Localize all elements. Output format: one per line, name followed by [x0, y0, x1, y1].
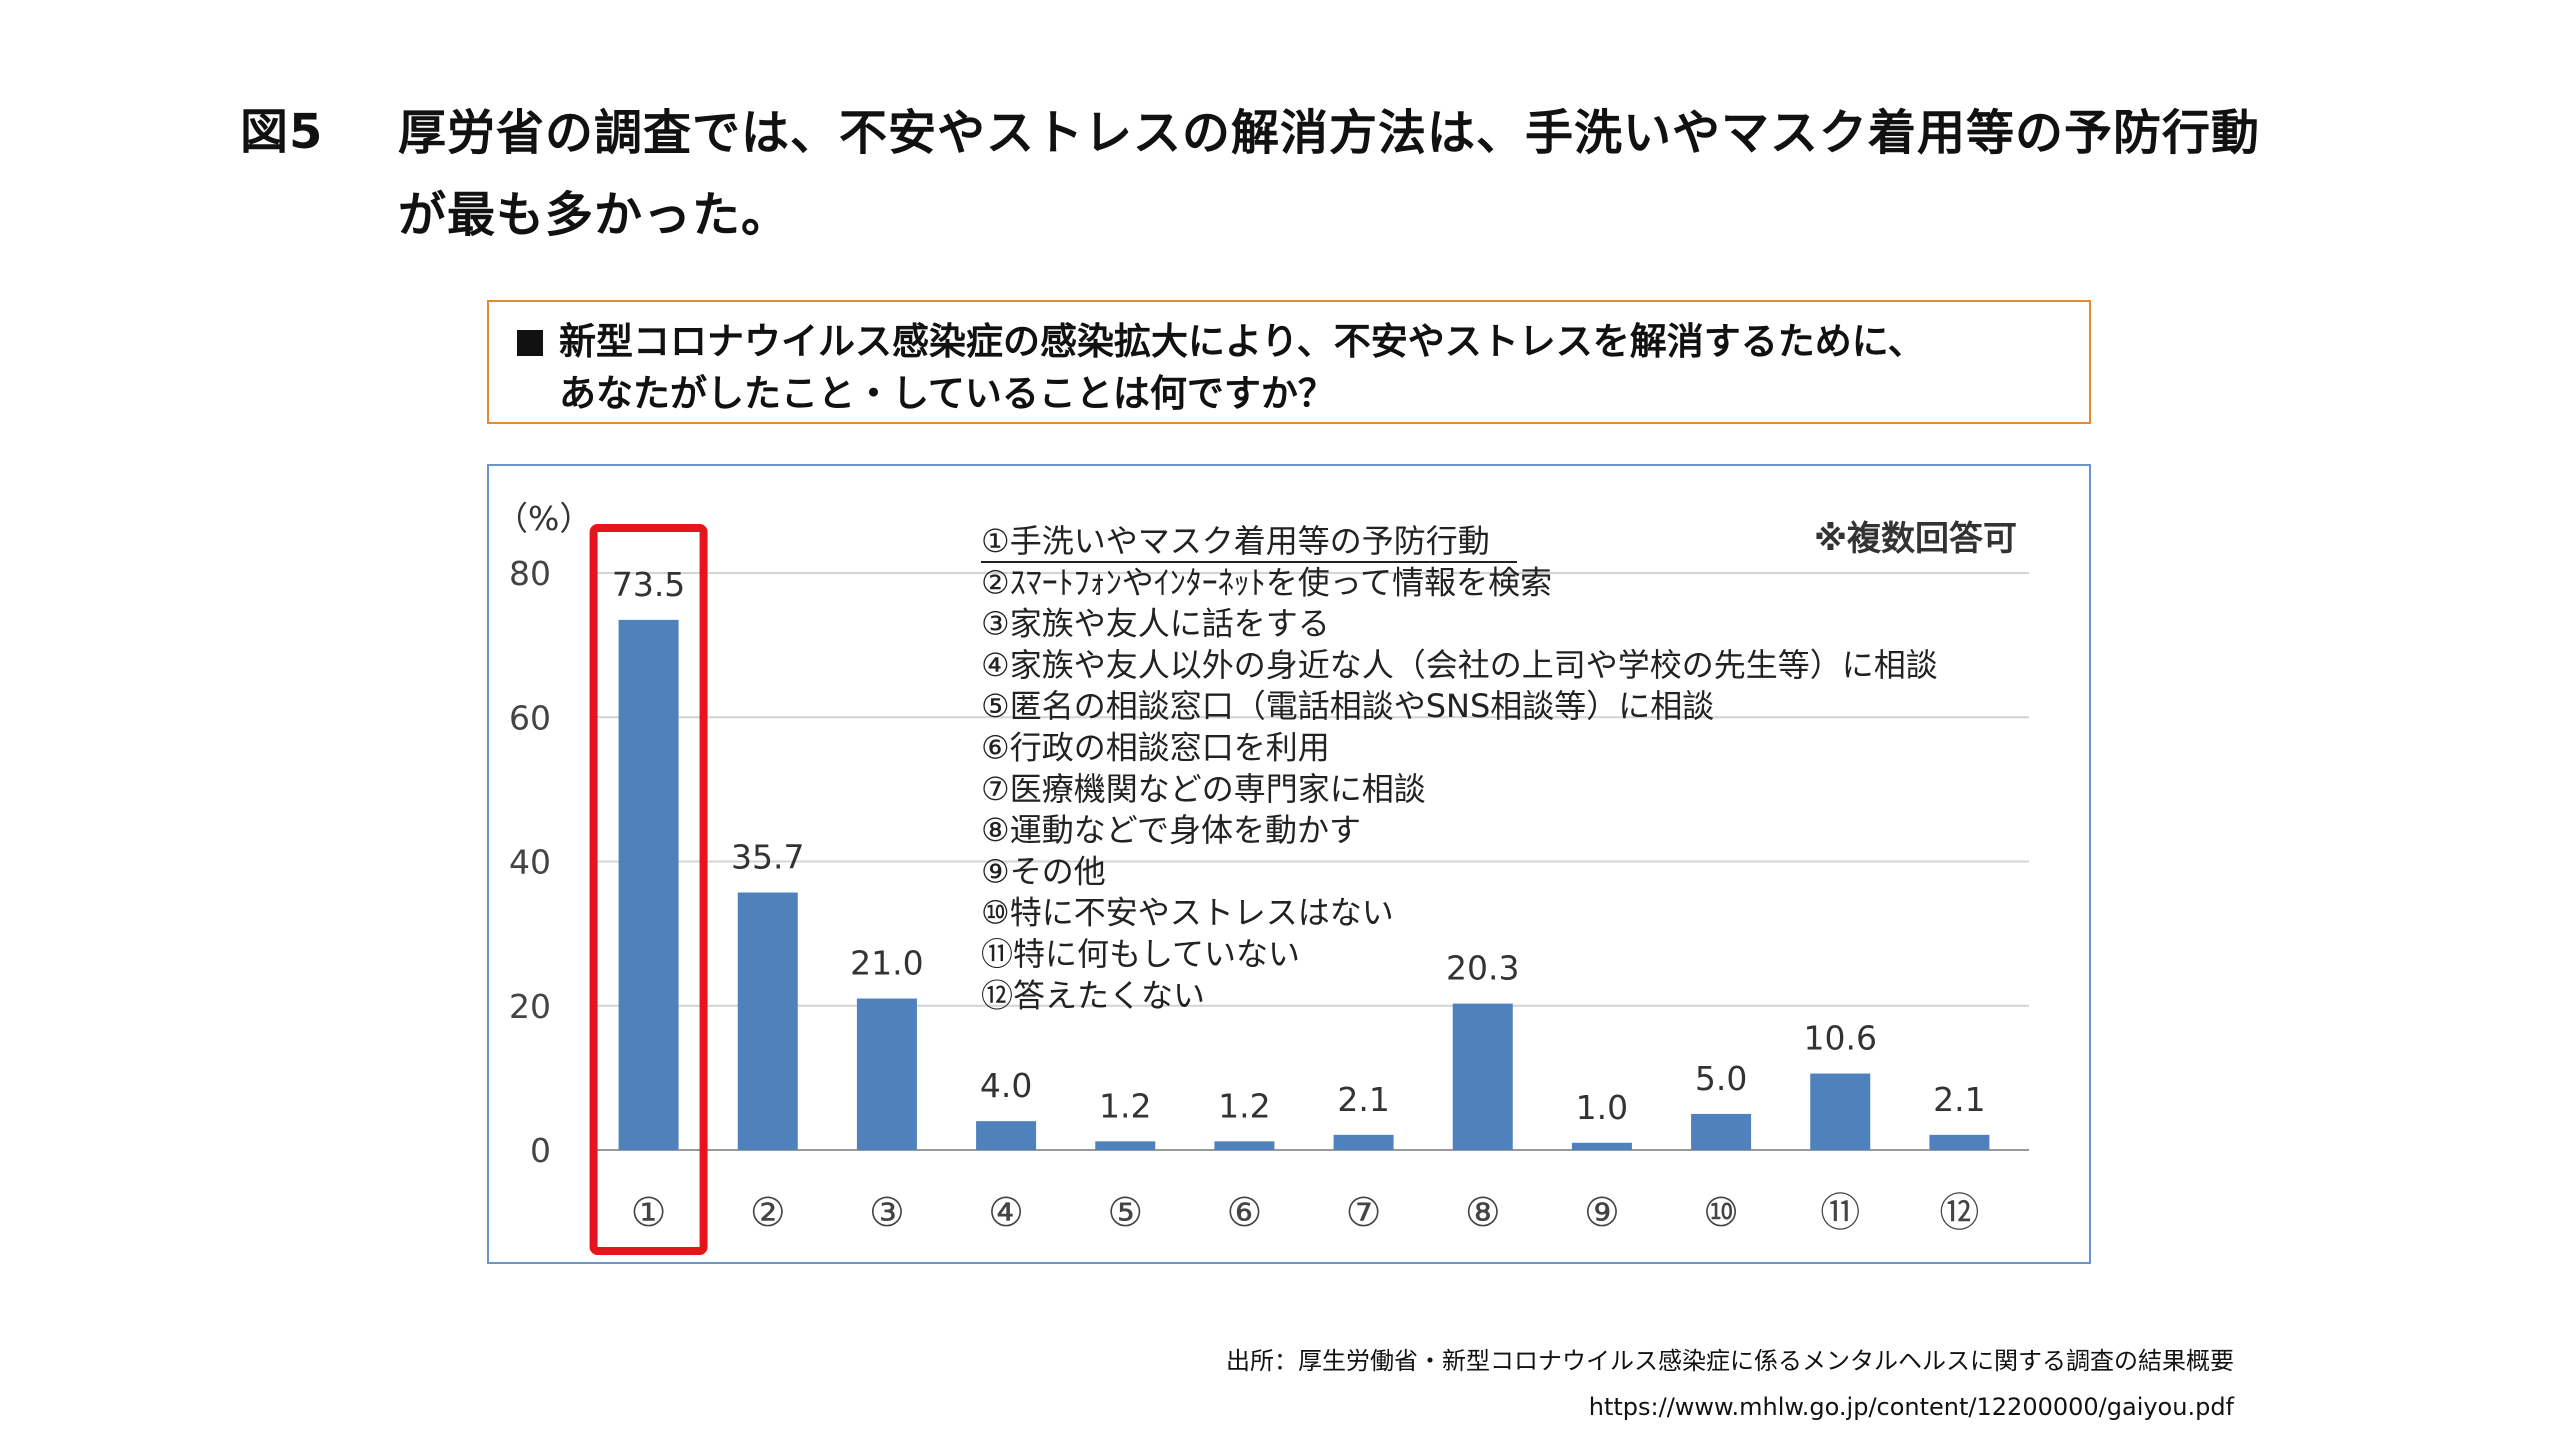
figure-title: 厚労省の調査では、不安やストレスの解消方法は、手洗いやマスク着用等の予防行動が最… — [398, 105, 2261, 243]
y-tick-label: 60 — [509, 698, 551, 737]
bar-value-label: 35.7 — [731, 838, 804, 877]
y-tick-label: 20 — [509, 987, 551, 1026]
legend-item-8: ⑧運動などで身体を動かす — [981, 811, 1361, 849]
bar-4 — [976, 1121, 1037, 1150]
x-tick-label: ③ — [869, 1190, 905, 1236]
x-tick-label: ④ — [988, 1190, 1024, 1236]
bar-1 — [618, 619, 679, 1150]
black-square-icon — [517, 330, 543, 356]
bar-3 — [856, 998, 917, 1150]
x-tick-label: ⑦ — [1346, 1190, 1382, 1236]
bar-value-label: 20.3 — [1446, 949, 1519, 988]
question-line-2: あなたがしたこと・していることは何ですか？ — [559, 372, 1335, 415]
legend-item-12: ⑫答えたくない — [981, 976, 1205, 1014]
x-tick-label: ⑪ — [1820, 1190, 1860, 1236]
bar-value-label: 1.2 — [1099, 1086, 1151, 1125]
multiple-answer-note: ※複数回答可 — [1814, 519, 2017, 559]
y-tick-label: 0 — [530, 1131, 551, 1170]
legend-item-2: ②ｽﾏｰﾄﾌｫﾝやｲﾝﾀｰﾈｯﾄを使って情報を検索 — [981, 563, 1552, 601]
bar-chart: 0 20 40 60 80 73.5 ① 35.7 ② 21.0 ③ 4.0 ④ 1.2 ⑤ 1.2 ⑥ 2.1 ⑦… — [495, 499, 2029, 1255]
bar-value-label: 10.6 — [1804, 1019, 1877, 1058]
x-tick-label: ⑨ — [1584, 1190, 1620, 1236]
bar-12 — [1929, 1134, 1990, 1150]
y-tick-label: 40 — [509, 843, 551, 882]
bar-value-label: 2.1 — [1933, 1080, 1985, 1119]
source-url: https://www.mhlw.go.jp/content/12200000/… — [1588, 1393, 2234, 1421]
legend-item-3: ③家族や友人に話をする — [981, 605, 1330, 643]
bar-5 — [1095, 1141, 1156, 1150]
legend-item-6: ⑥行政の相談窓口を利用 — [981, 729, 1330, 767]
figure-label: 図5 — [240, 104, 324, 160]
bar-11 — [1810, 1073, 1871, 1150]
y-axis-label: （%） — [495, 499, 592, 538]
x-tick-label: ⑥ — [1226, 1190, 1262, 1236]
bar-8 — [1452, 1003, 1513, 1150]
x-tick-label: ⑩ — [1703, 1190, 1739, 1236]
legend-item-11: ⑪特に何もしていない — [981, 935, 1300, 973]
x-tick-label: ⑫ — [1939, 1190, 1979, 1236]
bar-value-label: 1.2 — [1218, 1086, 1270, 1125]
bar-2 — [737, 892, 798, 1150]
legend-item-9: ⑨その他 — [981, 852, 1106, 890]
bar-9 — [1571, 1142, 1632, 1150]
question-text: 新型コロナウイルス感染症の感染拡大により、不安やストレスを解消するために、 あな… — [517, 316, 2077, 420]
x-tick-label: ② — [750, 1190, 786, 1236]
bar-10 — [1691, 1113, 1752, 1150]
bar-value-label: 1.0 — [1576, 1088, 1628, 1127]
bar-7 — [1333, 1134, 1394, 1150]
bar-value-label: 73.5 — [612, 565, 685, 604]
x-tick-label: ⑧ — [1465, 1190, 1501, 1236]
legend-item-5: ⑤匿名の相談窓口（電話相談やSNS相談等）に相談 — [981, 687, 1714, 725]
x-tick-label: ① — [631, 1190, 667, 1236]
source-line-1: 出所：厚生労働省・新型コロナウイルス感染症に係るメンタルヘルスに関する調査の結果… — [1226, 1347, 2234, 1375]
bar-value-label: 5.0 — [1695, 1059, 1747, 1098]
bar-value-label: 2.1 — [1337, 1080, 1389, 1119]
legend-item-10: ⑩特に不安やストレスはない — [981, 894, 1394, 932]
bar-value-label: 4.0 — [980, 1066, 1032, 1105]
x-tick-label: ⑤ — [1107, 1190, 1143, 1236]
source-citation: 出所：厚生労働省・新型コロナウイルス感染症に係るメンタルヘルスに関する調査の結果… — [1226, 1338, 2234, 1430]
legend-item-4: ④家族や友人以外の身近な人（会社の上司や学校の先生等）に相談 — [981, 646, 1938, 684]
highlight-box — [589, 524, 708, 1255]
y-tick-label: 80 — [509, 554, 551, 593]
bar-value-label: 21.0 — [850, 944, 923, 983]
question-line-1: 新型コロナウイルス感染症の感染拡大により、不安やストレスを解消するために、 — [559, 320, 1925, 363]
question-box: 新型コロナウイルス感染症の感染拡大により、不安やストレスを解消するために、 あな… — [487, 300, 2091, 424]
bar-6 — [1214, 1141, 1275, 1150]
legend-item-7: ⑦医療機関などの専門家に相談 — [981, 770, 1426, 808]
legend-item-1: ①手洗いやマスク着用等の予防行動 — [981, 522, 1490, 560]
chart-frame: 0 20 40 60 80 73.5 ① 35.7 ② 21.0 ③ 4.0 ④ 1.2 ⑤ 1.2 ⑥ 2.1 ⑦… — [487, 464, 2091, 1264]
